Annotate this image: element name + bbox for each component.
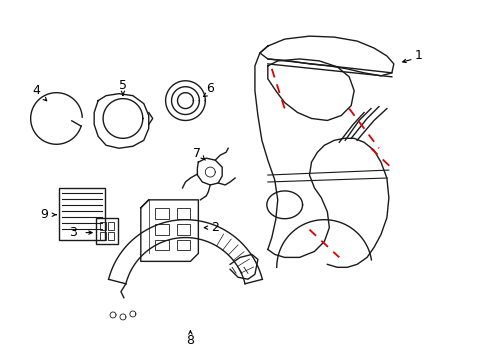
Text: 6: 6 (206, 82, 214, 95)
Text: 5: 5 (119, 79, 127, 92)
Text: 9: 9 (41, 208, 49, 221)
Bar (108, 231, 114, 239)
Bar (176, 224, 191, 235)
Text: 1: 1 (415, 49, 422, 63)
Text: 4: 4 (33, 84, 41, 97)
Text: 3: 3 (70, 226, 77, 239)
Bar (155, 224, 169, 235)
Bar (155, 208, 169, 219)
Text: 8: 8 (186, 334, 195, 347)
Bar (176, 208, 191, 219)
Bar (96, 218, 118, 243)
Bar (100, 222, 106, 230)
Bar (108, 222, 114, 230)
Text: 2: 2 (211, 221, 219, 234)
Bar (176, 239, 191, 251)
Text: 7: 7 (194, 147, 201, 160)
Bar (100, 231, 106, 239)
Bar (59, 188, 105, 239)
Bar (155, 239, 169, 251)
